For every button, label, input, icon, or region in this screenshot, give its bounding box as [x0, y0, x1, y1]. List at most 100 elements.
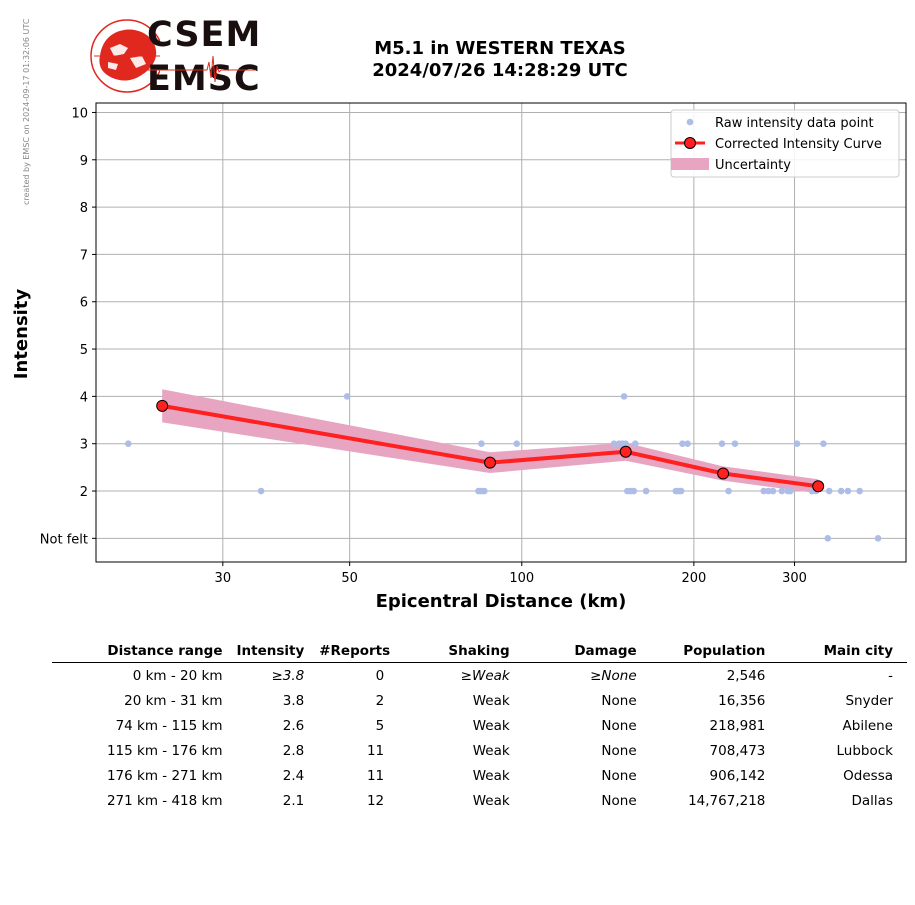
table-row: 271 km - 418 km 2.1 12 Weak None 14,767,218 Da… [52, 788, 907, 813]
cell-damage: None [601, 742, 637, 759]
raw-data-point [837, 487, 845, 495]
cell-main-city: - [888, 667, 893, 684]
cell-shaking: Weak [472, 717, 510, 734]
chart-title-line2: 2024/07/26 14:28:29 UTC [372, 60, 628, 81]
raw-data-point [481, 487, 488, 495]
cell-distance-range: 20 km - 31 km [124, 692, 223, 709]
raw-data-point [684, 440, 691, 448]
raw-data-point [856, 487, 863, 495]
y-tick-label: 4 [80, 390, 88, 405]
header-reports: #Reports [318, 640, 405, 663]
raw-data-point [642, 487, 650, 495]
legend: Raw intensity data point Corrected Inten… [670, 109, 900, 178]
table-row: 20 km - 31 km 3.8 2 Weak None 16,356 Snyder [52, 688, 907, 713]
cell-reports: 11 [366, 767, 385, 784]
cell-reports: 12 [366, 792, 385, 809]
y-tick-label: 7 [80, 248, 88, 263]
raw-data-point [610, 440, 618, 448]
cell-distance-range: 176 km - 271 km [106, 767, 223, 784]
cell-reports: 11 [366, 742, 385, 759]
intensity-chart: Not felt 2 3 4 5 6 7 8 9 10 30 50 100 200 300 Epicent… [11, 102, 907, 612]
table-row: 176 km - 271 km 2.4 11 Weak None 906,142 Odess… [52, 763, 907, 788]
cell-intensity: ≥3.8 [271, 667, 305, 684]
y-tick-labels: Not felt 2 3 4 5 6 7 8 9 10 [40, 106, 96, 547]
cell-main-city: Abilene [842, 717, 893, 734]
raw-data-point [778, 487, 786, 495]
cell-reports: 0 [375, 667, 385, 684]
header-intensity: Intensity [236, 640, 319, 663]
y-tick-label: 3 [80, 438, 88, 453]
cell-damage: None [601, 767, 637, 784]
cell-reports: 2 [375, 692, 385, 709]
chart-title-line1: M5.1 in WESTERN TEXAS [374, 38, 626, 59]
y-tick-label: 8 [80, 201, 88, 216]
y-tick-label: 10 [71, 106, 88, 121]
cell-distance-range: 74 km - 115 km [115, 717, 223, 734]
x-tick-label: 200 [681, 571, 706, 586]
cell-damage: None [601, 717, 637, 734]
seismogram-icon [145, 55, 255, 83]
cell-population: 14,767,218 [688, 792, 766, 809]
cell-damage: None [601, 792, 637, 809]
logo-text-emsc: EMSC [147, 59, 261, 99]
x-tick-label: 50 [341, 571, 358, 586]
x-tick-label: 300 [782, 571, 807, 586]
logo-text-csem: CSEM [147, 15, 262, 55]
y-tick-label: 6 [80, 296, 88, 311]
raw-data-point [124, 440, 132, 448]
raw-data-point [718, 440, 726, 448]
cell-intensity: 2.4 [282, 767, 305, 784]
legend-uncertainty-swatch-icon [671, 158, 709, 170]
corrected-curve-point [484, 456, 497, 469]
raw-data-point [632, 440, 639, 448]
globe-logo-icon [90, 19, 160, 93]
raw-data-point [731, 440, 739, 448]
y-tick-label: 2 [80, 485, 88, 500]
corrected-curve-point [812, 480, 825, 493]
corrected-curve-point [717, 467, 730, 480]
cell-reports: 5 [375, 717, 385, 734]
header-distance-range: Distance range [52, 640, 237, 663]
cell-intensity: 2.8 [282, 742, 305, 759]
legend-uncertainty-label: Uncertainty [715, 158, 791, 173]
legend-raw-label: Raw intensity data point [715, 116, 874, 131]
raw-data-point [677, 487, 685, 495]
raw-data-point [679, 440, 686, 448]
table-row: 0 km - 20 km ≥3.8 0 ≥Weak ≥None 2,546 - [52, 663, 907, 689]
x-tick-label: 100 [509, 571, 534, 586]
cell-damage: None [601, 692, 637, 709]
header-shaking: Shaking [404, 640, 524, 663]
raw-data-point [513, 440, 521, 448]
cell-main-city: Snyder [845, 692, 893, 709]
y-tick-label: 5 [80, 343, 88, 358]
raw-data-point [825, 487, 833, 495]
table-header-row: Distance range Intensity #Reports Shakin… [52, 640, 907, 663]
y-tick-label: Not felt [40, 532, 88, 547]
corrected-curve-point [156, 399, 169, 412]
corrected-curve-point [619, 445, 632, 458]
raw-data-point [787, 487, 794, 495]
cell-shaking: Weak [472, 692, 510, 709]
cell-shaking: ≥Weak [460, 667, 510, 684]
header-main-city: Main city [779, 640, 907, 663]
intensity-table: Distance range Intensity #Reports Shakin… [52, 640, 907, 813]
cell-distance-range: 115 km - 176 km [106, 742, 223, 759]
cell-shaking: Weak [472, 742, 510, 759]
cell-distance-range: 271 km - 418 km [106, 792, 223, 809]
raw-data-point [343, 393, 351, 400]
raw-points [124, 393, 882, 542]
csem-emsc-logo: CSEM EMSC [90, 18, 260, 98]
uncertainty-band [162, 389, 819, 494]
legend-curve-marker-icon [684, 137, 696, 149]
raw-data-point [820, 440, 827, 448]
cell-population: 2,546 [726, 667, 766, 684]
cell-population: 708,473 [709, 742, 766, 759]
cell-main-city: Odessa [843, 767, 893, 784]
cell-main-city: Dallas [851, 792, 893, 809]
raw-data-point [844, 487, 852, 495]
cell-population: 218,981 [709, 717, 766, 734]
cell-main-city: Lubbock [836, 742, 893, 759]
raw-data-point [622, 440, 630, 448]
x-tick-label: 30 [215, 571, 232, 586]
chart-title: M5.1 in WESTERN TEXAS 2024/07/26 14:28:2… [300, 38, 700, 82]
